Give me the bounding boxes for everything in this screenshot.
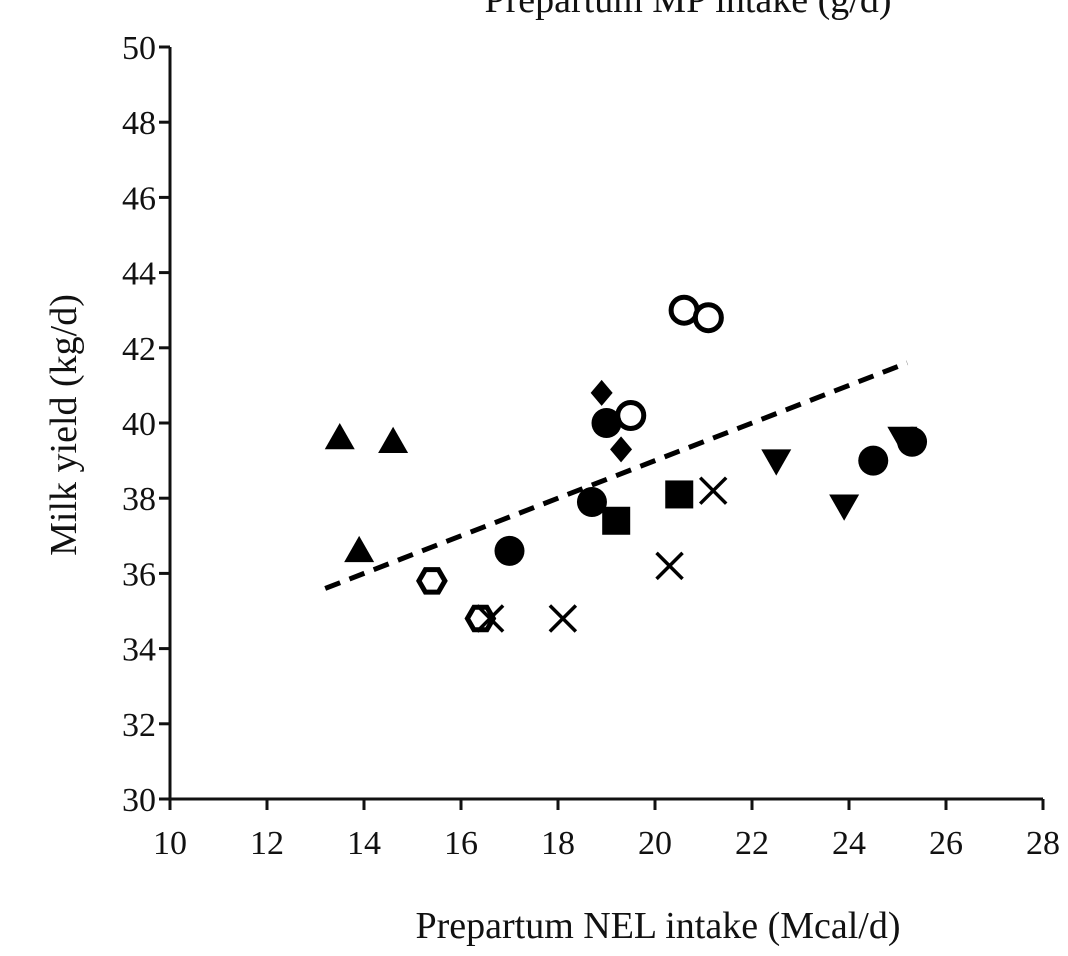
y-tick-label: 48 xyxy=(122,105,156,142)
point-triangle-down xyxy=(887,426,918,454)
x-tick-label: 26 xyxy=(929,825,963,862)
y-tick-label: 46 xyxy=(122,180,156,217)
trend-line xyxy=(324,360,909,591)
y-tick-label: 40 xyxy=(122,406,156,443)
x-tick-label: 16 xyxy=(444,825,478,862)
x-tick-label: 24 xyxy=(832,825,866,862)
point-circle-filled xyxy=(494,535,525,566)
point-circle-filled xyxy=(591,408,622,438)
point-triangle-down xyxy=(761,449,792,476)
data-points xyxy=(324,294,928,633)
y-axis-title: Milk yield (kg/d) xyxy=(43,294,85,556)
point-square xyxy=(665,480,694,509)
point-x-stroke xyxy=(548,604,578,633)
x-tick-label: 14 xyxy=(347,825,381,862)
point-diamond xyxy=(590,379,613,406)
y-tick-label: 50 xyxy=(122,30,156,67)
x-tick-label: 10 xyxy=(153,825,187,862)
y-tick-label: 44 xyxy=(122,256,156,293)
point-circle-filled xyxy=(858,445,889,476)
point-circle-open xyxy=(615,399,647,431)
x-axis-title: Prepartum NEL intake (Mcal/d) xyxy=(415,905,900,947)
y-tick-label: 42 xyxy=(122,331,156,368)
point-circle-filled xyxy=(576,486,607,517)
point-triangle-down xyxy=(829,494,860,521)
point-x xyxy=(698,476,728,505)
y-tick-label: 38 xyxy=(122,481,156,518)
point-triangle-up xyxy=(378,426,409,454)
point-triangle-up xyxy=(344,535,375,563)
y-tick-label: 36 xyxy=(122,556,156,593)
point-x xyxy=(548,604,578,633)
point-x xyxy=(655,551,684,581)
chart-title: Prepartum MP intake (g/d) xyxy=(484,0,891,21)
trendline-group xyxy=(324,360,909,591)
ticks: 30 32 34 36 38 40 42 44 46 48 50 10 12 14 16 18 20 22 24 26… xyxy=(122,30,1060,862)
point-circle-open xyxy=(692,302,724,334)
point-x-stroke xyxy=(655,551,684,581)
x-tick-label: 20 xyxy=(638,825,672,862)
point-hexagon-open xyxy=(416,567,448,595)
x-tick-label: 12 xyxy=(250,825,284,862)
x-tick-label: 28 xyxy=(1026,825,1060,862)
point-x-stroke xyxy=(475,604,505,633)
point-x xyxy=(475,604,505,633)
point-triangle-up xyxy=(324,423,355,450)
point-diamond xyxy=(610,436,633,463)
y-tick-label: 30 xyxy=(122,782,156,819)
point-x-stroke xyxy=(698,476,728,505)
y-tick-label: 32 xyxy=(122,707,156,744)
x-tick-label: 18 xyxy=(541,825,575,862)
point-square xyxy=(602,506,631,535)
y-tick-label: 34 xyxy=(122,632,156,669)
x-tick-label: 22 xyxy=(735,825,769,862)
